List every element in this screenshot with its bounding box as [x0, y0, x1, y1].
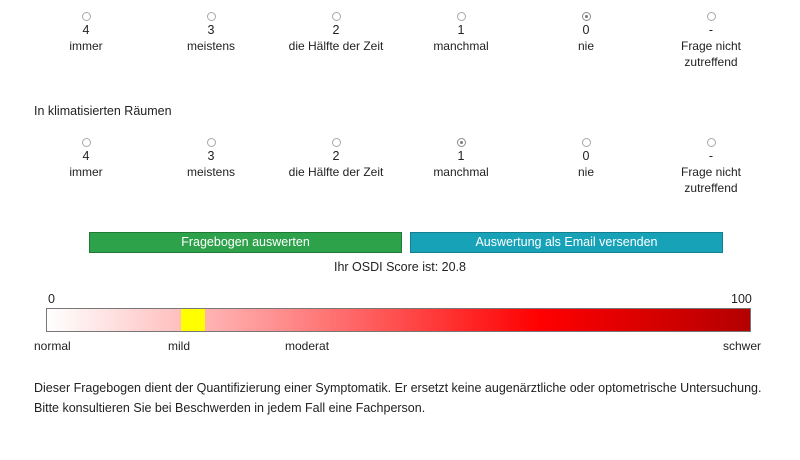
- q1-option-1[interactable]: 1 manchmal: [401, 12, 521, 54]
- q2-option-label: Frage nicht zutreffend: [680, 165, 742, 195]
- q1-option-na[interactable]: - Frage nicht zutreffend: [661, 12, 761, 70]
- q1-option-label: Frage nicht zutreffend: [680, 39, 742, 69]
- q2-option-4[interactable]: 4 immer: [26, 138, 146, 180]
- q1-radio-2[interactable]: [331, 12, 341, 21]
- q1-radio-1[interactable]: [456, 12, 466, 21]
- scale-max-label: 100: [731, 292, 752, 306]
- q2-option-label: meistens: [186, 165, 236, 179]
- q1-option-value: -: [708, 23, 714, 37]
- q1-option-0[interactable]: 0 nie: [526, 12, 646, 54]
- q1-option-label: meistens: [186, 39, 236, 53]
- q1-option-value: 0: [582, 23, 590, 37]
- q2-option-3[interactable]: 3 meistens: [151, 138, 271, 180]
- question2-title: In klimatisierten Räumen: [34, 104, 172, 118]
- q2-option-value: 4: [82, 149, 90, 163]
- q2-option-0[interactable]: 0 nie: [526, 138, 646, 180]
- q2-option-value: 0: [582, 149, 590, 163]
- category-normal: normal: [34, 339, 71, 353]
- q2-radio-2[interactable]: [331, 138, 341, 147]
- q2-option-value: 1: [457, 149, 465, 163]
- q1-option-4[interactable]: 4 immer: [26, 12, 146, 54]
- evaluate-button[interactable]: Fragebogen auswerten: [89, 232, 402, 253]
- osdi-scale-bar: [46, 308, 751, 332]
- q2-option-2[interactable]: 2 die Hälfte der Zeit: [276, 138, 396, 180]
- q1-radio-0[interactable]: [581, 12, 591, 21]
- q1-option-label: manchmal: [433, 39, 489, 53]
- q2-option-label: nie: [577, 165, 594, 179]
- disclaimer-text: Dieser Fragebogen dient der Quantifizier…: [34, 381, 762, 415]
- osdi-score-text: Ihr OSDI Score ist: 20.8: [334, 260, 466, 274]
- send-email-button[interactable]: Auswertung als Email versenden: [410, 232, 723, 253]
- category-mild: mild: [168, 339, 191, 353]
- category-schwer: schwer: [723, 339, 762, 353]
- q2-radio-1[interactable]: [456, 138, 466, 147]
- q1-option-label: die Hälfte der Zeit: [288, 39, 384, 53]
- q1-radio-3[interactable]: [206, 12, 216, 21]
- q1-option-2[interactable]: 2 die Hälfte der Zeit: [276, 12, 396, 54]
- q1-radio-na[interactable]: [706, 12, 716, 21]
- q1-option-3[interactable]: 3 meistens: [151, 12, 271, 54]
- score-marker: [181, 309, 205, 331]
- q2-option-label: immer: [69, 165, 103, 179]
- q2-option-label: manchmal: [433, 165, 489, 179]
- q2-radio-3[interactable]: [206, 138, 216, 147]
- q2-option-1[interactable]: 1 manchmal: [401, 138, 521, 180]
- q2-radio-na[interactable]: [706, 138, 716, 147]
- q2-option-value: -: [708, 149, 714, 163]
- q1-option-label: nie: [577, 39, 594, 53]
- q2-radio-0[interactable]: [581, 138, 591, 147]
- category-moderat: moderat: [285, 339, 330, 353]
- q2-option-value: 3: [207, 149, 215, 163]
- q2-radio-4[interactable]: [81, 138, 91, 147]
- scale-min-label: 0: [48, 292, 55, 306]
- q1-option-value: 1: [457, 23, 465, 37]
- q1-option-value: 2: [332, 23, 340, 37]
- q1-radio-4[interactable]: [81, 12, 91, 21]
- q2-option-na[interactable]: - Frage nicht zutreffend: [661, 138, 761, 196]
- q2-option-value: 2: [332, 149, 340, 163]
- q1-option-value: 3: [207, 23, 215, 37]
- q2-option-label: die Hälfte der Zeit: [288, 165, 384, 179]
- q1-option-label: immer: [69, 39, 103, 53]
- q1-option-value: 4: [82, 23, 90, 37]
